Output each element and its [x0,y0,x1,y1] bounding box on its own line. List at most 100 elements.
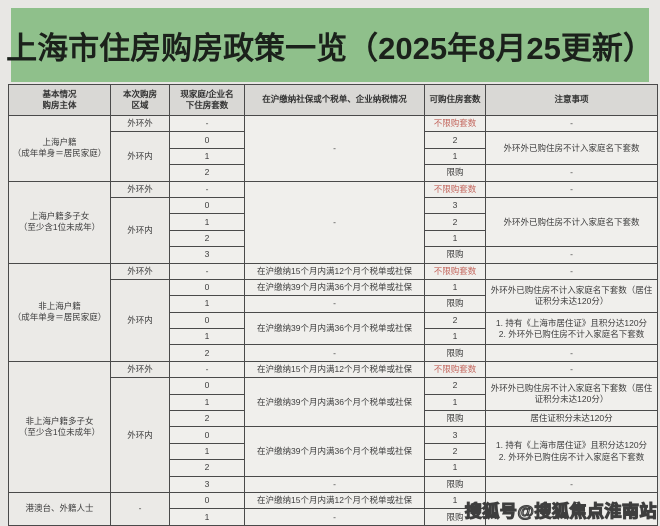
table-cell: 2 [424,213,486,231]
table-cell: - [485,164,658,182]
table-cell: 3 [424,196,486,215]
table-cell: 0 [169,196,245,215]
table-cell: 居住证积分未达120分 [485,410,658,428]
table-cell: 1 [169,213,245,231]
table-header-row: 基本情况 购房主体 本次购房 区域 现家庭/企业名 下住房套数 在沪缴纳社保或个税单、… [8,84,658,116]
table-cell: 在沪缴纳39个月内满36个月个税单或社保 [244,311,425,346]
table-cell: 3 [169,475,245,493]
table-cell: - [485,344,658,362]
table-body: 上海户籍 （成年单身＝居民家庭） 外环外 - - 不限购套数 - 外环内 0 2 外环外已购住房不… [8,114,658,526]
table-cell: 外环外已购住房不计入家庭名下套数（居住证积分未达120分） [485,377,658,412]
column-header-4: 可购住房套数 [424,84,486,116]
table-cell: 1 [424,328,486,346]
table-cell: - [485,246,658,264]
table-cell: 2 [424,442,486,461]
table-cell: - [110,491,170,526]
table-cell: 0 [169,278,245,297]
table-cell: - [244,115,425,182]
table-cell: 0 [169,311,245,330]
table-cell: 1. 持有《上海市居住证》且积分达120分 2. 外环外已购住房不计入家庭名下套… [485,426,658,477]
subject-cell: 港澳台、外籍人士 [8,491,111,526]
table-cell: 3 [169,246,245,264]
table-cell: 不限购套数 [424,262,486,280]
table-cell: 在沪缴纳39个月内满36个月个税单或社保 [244,426,425,477]
table-cell: 1 [169,508,245,526]
table-cell: 限购 [424,410,486,428]
table-cell: 2 [424,131,486,149]
table-cell: 外环外已购住房不计入家庭名下套数 [485,196,658,248]
table-cell: 限购 [424,475,486,493]
table-cell: 在沪缴纳15个月内满12个月个税单或社保 [244,262,425,280]
table-cell: 2 [424,377,486,395]
table-cell: 0 [169,426,245,444]
column-header-3: 在沪缴纳社保或个税单、企业纳税情况 [244,84,425,116]
table-cell: 2 [169,344,245,362]
table-cell: 0 [169,131,245,149]
table-cell: 限购 [424,344,486,362]
table-cell: 2 [169,164,245,182]
table-cell: 限购 [424,508,486,526]
policy-table: 基本情况 购房主体 本次购房 区域 现家庭/企业名 下住房套数 在沪缴纳社保或个税单、… [8,84,658,526]
table-cell: 1 [169,295,245,313]
table-cell: 外环外已购住房不计入家庭名下套数（居住证积分未达120分） [485,278,658,313]
table-cell: - [485,360,658,379]
subject-cell: 上海户籍多子女 （至少含1位未成年） [8,180,111,264]
table-cell: 外环外 [110,262,170,280]
table-cell: - [169,114,245,133]
table-cell: 0 [169,491,245,510]
table-cell: 1 [424,393,486,412]
table-cell: 1 [424,147,486,166]
table-cell: - [244,508,425,526]
table-cell: 1. 持有《上海市居住证》且积分达120分 2. 外环外已购住房不计入家庭名下套… [485,311,658,346]
table-cell: 1 [424,278,486,297]
table-cell: - [169,262,245,280]
table-cell: 不限购套数 [424,180,486,198]
table-cell: 外环外 [110,180,170,198]
table-cell: 限购 [424,164,486,182]
column-header-5: 注意事项 [485,84,658,116]
table-cell: 2 [169,229,245,248]
table-cell: - [244,180,425,264]
subject-cell: 非上海户籍 （成年单身＝居民家庭） [8,262,111,362]
table-cell: 1 [169,393,245,412]
table-cell: - [485,114,658,133]
table-cell: - [485,475,658,493]
table-cell: - [244,295,425,313]
table-cell: 0 [169,377,245,395]
table-cell: 在沪缴纳39个月内满36个月个税单或社保 [244,278,425,297]
table-cell: 3 [424,426,486,444]
table-cell: - [169,180,245,198]
table-cell: 不限购套数 [424,114,486,133]
table-cell: 在沪缴纳15个月内满12个月个税单或社保 [244,491,425,510]
table-cell: 1 [169,147,245,166]
column-header-2: 现家庭/企业名 下住房套数 [169,84,245,116]
table-cell: 限购 [424,295,486,313]
table-cell: 2 [424,311,486,330]
table-cell: - [485,262,658,280]
table-cell: 外环内 [110,278,170,362]
table-cell: 2 [169,410,245,428]
table-cell: 外环外已购住房不计入家庭名下套数 [485,131,658,166]
subject-cell: 非上海户籍多子女 （至少含1位未成年） [8,360,111,493]
table-cell: 限购 [424,246,486,264]
policy-title: 上海市住房购房政策一览（2025年8月25更新） [6,30,654,66]
table-cell: 外环外 [110,114,170,133]
table-cell: 2 [169,459,245,477]
table-cell: 在沪缴纳39个月内满36个月个税单或社保 [244,377,425,428]
table-cell: - [485,180,658,198]
table-cell: 不限购套数 [424,360,486,379]
table-cell [485,491,658,526]
table-cell: - [244,344,425,362]
table-cell: 外环内 [110,196,170,264]
policy-title-banner: 上海市住房购房政策一览（2025年8月25更新） [6,8,654,82]
table-cell: 1 [424,459,486,477]
table-cell: 1 [169,328,245,346]
column-header-1: 本次购房 区域 [110,84,170,116]
column-header-0: 基本情况 购房主体 [8,84,111,116]
subject-cell: 上海户籍 （成年单身＝居民家庭） [8,115,111,182]
table-cell: - [244,475,425,493]
table-cell: 1 [424,229,486,248]
table-cell: - [169,360,245,379]
watermark: 搜狐号@搜狐焦点淮南站 [464,501,657,521]
